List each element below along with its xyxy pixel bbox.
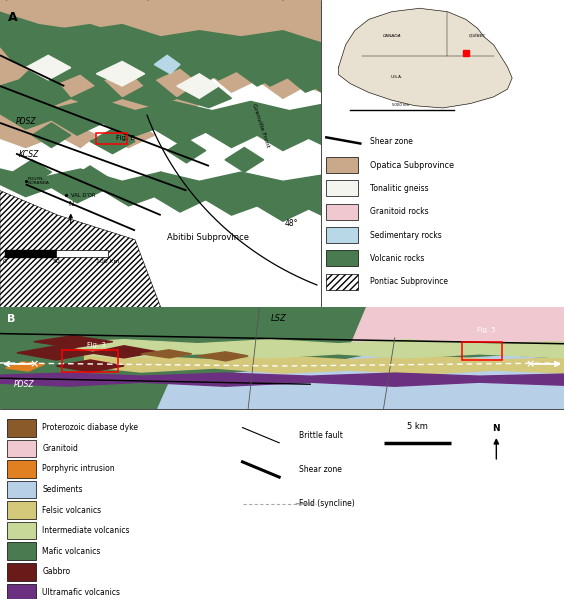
Polygon shape xyxy=(32,123,70,147)
Text: ×: × xyxy=(29,359,38,369)
Text: Granitoid: Granitoid xyxy=(42,444,78,453)
Text: ×: × xyxy=(526,359,535,369)
Bar xyxy=(327,180,358,196)
Bar xyxy=(7,440,36,457)
Text: N: N xyxy=(492,424,500,433)
Text: Grenville Front: Grenville Front xyxy=(251,103,270,149)
Text: Porphyric intrusion: Porphyric intrusion xyxy=(42,464,115,473)
Text: Abitibi Subprovince: Abitibi Subprovince xyxy=(167,232,249,241)
Text: Gabbro: Gabbro xyxy=(42,567,70,576)
Text: Felsic volcanics: Felsic volcanics xyxy=(42,506,102,515)
Bar xyxy=(7,419,36,437)
Polygon shape xyxy=(90,346,158,358)
Polygon shape xyxy=(0,0,321,147)
Bar xyxy=(7,522,36,539)
Text: Ultramafic volcanics: Ultramafic volcanics xyxy=(42,588,120,597)
Bar xyxy=(7,543,36,560)
Bar xyxy=(7,501,36,519)
Polygon shape xyxy=(96,62,144,86)
Bar xyxy=(7,460,36,477)
Text: A: A xyxy=(8,11,17,24)
Polygon shape xyxy=(13,160,51,184)
Text: Proterozoic diabase dyke: Proterozoic diabase dyke xyxy=(42,423,138,432)
Text: Volcanic rocks: Volcanic rocks xyxy=(370,254,424,263)
Text: VAL D'OR: VAL D'OR xyxy=(70,193,95,198)
Polygon shape xyxy=(141,350,192,358)
Text: PDSZ: PDSZ xyxy=(14,380,35,389)
Polygon shape xyxy=(0,190,161,307)
Text: 5000 km: 5000 km xyxy=(393,102,409,107)
Polygon shape xyxy=(56,250,108,257)
Text: LSZ: LSZ xyxy=(271,314,287,323)
Text: Intermediate volcanics: Intermediate volcanics xyxy=(42,526,130,535)
Polygon shape xyxy=(0,13,321,111)
Text: Tonalitic gneiss: Tonalitic gneiss xyxy=(370,184,429,193)
Text: U.S.A.: U.S.A. xyxy=(390,75,403,79)
Polygon shape xyxy=(158,356,564,409)
Polygon shape xyxy=(155,55,180,74)
Text: N: N xyxy=(68,201,73,207)
Polygon shape xyxy=(225,147,263,172)
Text: PDSZ: PDSZ xyxy=(16,117,37,126)
Text: 50: 50 xyxy=(52,259,60,264)
Polygon shape xyxy=(26,55,70,80)
Bar xyxy=(7,481,36,498)
Text: Mafic volcanics: Mafic volcanics xyxy=(42,547,101,556)
Polygon shape xyxy=(6,362,45,371)
Text: KCSZ: KCSZ xyxy=(19,150,39,159)
Polygon shape xyxy=(0,169,321,221)
Polygon shape xyxy=(206,184,244,209)
Bar xyxy=(327,204,358,220)
Polygon shape xyxy=(34,335,113,348)
Text: ROUYN-
NORANDA: ROUYN- NORANDA xyxy=(27,177,49,185)
Polygon shape xyxy=(197,352,248,361)
Text: 5 km: 5 km xyxy=(407,422,428,431)
Bar xyxy=(327,250,358,267)
Text: 0: 0 xyxy=(3,259,7,264)
Text: Pontiac Subprovince: Pontiac Subprovince xyxy=(370,277,448,286)
Polygon shape xyxy=(85,353,564,374)
Bar xyxy=(462,341,502,360)
Polygon shape xyxy=(0,98,321,150)
Text: Fold (syncline): Fold (syncline) xyxy=(299,499,355,509)
Text: B: B xyxy=(7,314,15,325)
Polygon shape xyxy=(56,360,124,372)
Text: CANADA: CANADA xyxy=(382,34,401,38)
Polygon shape xyxy=(0,373,564,386)
Polygon shape xyxy=(70,166,109,190)
Polygon shape xyxy=(338,8,512,108)
Text: 48°: 48° xyxy=(284,219,298,228)
Polygon shape xyxy=(167,138,206,163)
Bar xyxy=(327,274,358,290)
Text: Sedimentary rocks: Sedimentary rocks xyxy=(370,231,442,240)
Bar xyxy=(96,133,127,144)
Text: Fig. B: Fig. B xyxy=(116,135,135,141)
Polygon shape xyxy=(142,172,180,196)
Polygon shape xyxy=(90,129,135,154)
Text: Shear zone: Shear zone xyxy=(370,137,413,146)
Text: Shear zone: Shear zone xyxy=(299,465,342,474)
Polygon shape xyxy=(68,340,564,358)
Text: QUÉBEC: QUÉBEC xyxy=(469,34,486,38)
Text: Sediments: Sediments xyxy=(42,485,83,494)
Bar xyxy=(62,350,118,372)
Polygon shape xyxy=(350,307,564,354)
Polygon shape xyxy=(0,307,564,409)
Polygon shape xyxy=(177,74,219,98)
Polygon shape xyxy=(0,13,321,92)
Bar xyxy=(7,563,36,580)
Polygon shape xyxy=(17,346,96,360)
Text: Fig. 5: Fig. 5 xyxy=(477,326,495,332)
Bar xyxy=(327,157,358,173)
Polygon shape xyxy=(5,250,56,257)
Text: 100 km: 100 km xyxy=(96,259,120,264)
Text: Fig. 3: Fig. 3 xyxy=(87,342,106,348)
Text: Opatica Subprovince: Opatica Subprovince xyxy=(370,161,454,170)
Bar xyxy=(327,227,358,243)
Polygon shape xyxy=(263,190,302,215)
Text: Granitoid rocks: Granitoid rocks xyxy=(370,207,429,216)
Bar xyxy=(7,583,36,599)
Text: Brittle fault: Brittle fault xyxy=(299,431,343,440)
